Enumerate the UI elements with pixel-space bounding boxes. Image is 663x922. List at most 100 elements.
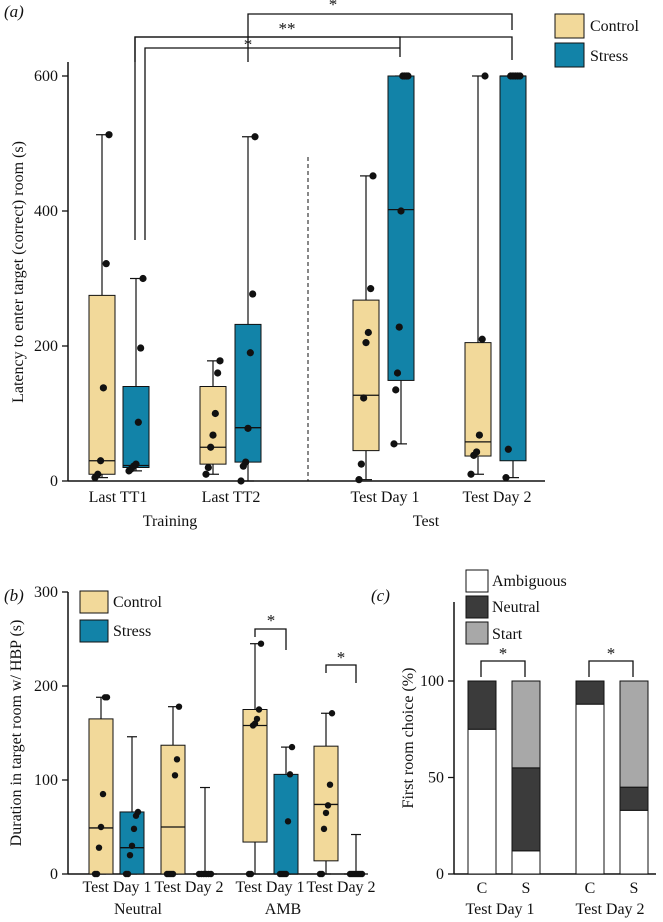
B-plot-data-point <box>328 710 336 717</box>
panel-a-group-training: Training <box>143 513 198 530</box>
panel-c-y-tick-label: 100 <box>420 673 444 690</box>
B-plot-category-label: Test Day 1 <box>235 879 304 896</box>
panel-a-chart: Latency to enter target (correct) room (… <box>10 0 639 530</box>
B-plot-data-point <box>326 781 334 788</box>
panel-a-sig-star-2: ** <box>279 19 296 38</box>
panel-b-sig-star-1: * <box>267 611 276 630</box>
B-plot-data-point <box>173 756 181 763</box>
panel-b-legend-control: Control <box>113 594 162 611</box>
A-plot-data-point <box>355 476 363 484</box>
A-plot-data-point <box>246 349 254 357</box>
A-plot-data-point <box>475 431 483 439</box>
panel-a-legend-control-swatch <box>554 13 585 39</box>
A-plot-data-point <box>204 463 212 472</box>
panel-a-sig-bracket-1-inner <box>144 47 400 240</box>
A-plot-category-label: Last TT1 <box>89 489 148 506</box>
A-plot-y-tick-label: 400 <box>34 203 58 220</box>
panel-c-group-day1: Test Day 1 <box>465 901 534 918</box>
A-plot-data-point <box>132 460 140 468</box>
panel-a-legend-stress-swatch <box>554 42 585 68</box>
B-plot-data-point <box>130 825 138 833</box>
A-plot-data-point <box>367 285 375 293</box>
panel-c-bar-neutral <box>467 680 497 730</box>
B-plot-data-point <box>93 870 101 878</box>
B-plot-data-point <box>103 694 111 701</box>
B-plot-data-point <box>95 844 103 851</box>
A-plot-data-point <box>134 418 142 426</box>
A-plot-data-point <box>502 474 510 482</box>
panel-c-sig-star-2: * <box>607 644 616 663</box>
B-plot-category-label: Test Day 1 <box>82 879 151 896</box>
panel-c-label: (c) <box>371 586 390 605</box>
A-plot-y-tick-label: 600 <box>34 68 58 85</box>
A-plot-data-point <box>364 328 372 337</box>
panel-c-bar-ambiguous <box>575 703 605 875</box>
A-plot-data-point <box>395 323 403 331</box>
A-plot-data-point <box>94 470 102 478</box>
A-plot-data-point <box>369 172 377 180</box>
B-plot-box-control <box>242 709 268 843</box>
panel-c-legend-start-swatch <box>465 621 489 645</box>
A-plot-data-point <box>390 440 398 448</box>
A-plot-data-point <box>137 344 145 352</box>
B-plot-box-control <box>160 744 186 875</box>
panel-c-bar-ambiguous <box>619 809 649 875</box>
panel-a-sig-star-3: * <box>329 0 338 14</box>
panel-c-category-label: C <box>585 880 596 897</box>
panel-c-legend-ambiguous-swatch <box>465 569 489 593</box>
panel-c-y-tick-label: 50 <box>428 770 444 787</box>
A-plot-data-point <box>393 369 402 377</box>
B-plot-data-point <box>320 825 328 833</box>
B-plot-data-point <box>171 772 179 779</box>
panel-a-label: (a) <box>4 2 24 21</box>
B-plot-y-tick-label: 100 <box>34 772 58 789</box>
panel-c-category-label: C <box>477 880 488 897</box>
panel-a-group-test: Test <box>413 513 440 530</box>
panel-a-sig-bracket-3 <box>247 13 513 62</box>
B-plot-data-point <box>322 809 330 817</box>
A-plot-box-control <box>352 299 380 452</box>
panel-c-y-label: First room choice (%) <box>400 668 417 809</box>
panel-c-category-label: S <box>630 880 639 897</box>
A-plot-box-control <box>199 386 227 465</box>
panel-b-chart: Duration in target room w/ HBP (s) Neutr… <box>8 584 376 918</box>
A-plot-data-point <box>392 386 400 394</box>
B-plot-data-point <box>255 706 263 713</box>
B-plot-data-point <box>257 640 265 647</box>
A-plot-data-point <box>244 424 252 432</box>
panel-c-chart: First room choice (%) Test Day 1 Test Da… <box>400 569 656 918</box>
panel-a-sig-bracket-2 <box>134 36 513 62</box>
B-plot-data-point <box>286 771 294 778</box>
A-plot-data-point <box>99 384 107 392</box>
panel-c-sig-bracket-1 <box>480 660 526 677</box>
B-plot-data-point <box>288 743 296 751</box>
panel-c-legend-neutral: Neutral <box>492 599 541 616</box>
A-plot-data-point <box>251 133 259 141</box>
panel-c-y-tick-label: 0 <box>436 866 444 883</box>
B-plot-data-point <box>97 823 105 831</box>
B-plot-data-point <box>126 852 134 859</box>
panel-c-bar-neutral <box>575 680 605 705</box>
A-plot-box-stress <box>387 75 415 381</box>
panel-c-legend-start: Start <box>492 626 523 643</box>
panel-b-group-amb: AMB <box>265 901 301 918</box>
B-plot-data-point <box>128 842 136 849</box>
panel-b-sig-bracket-2 <box>325 664 357 683</box>
A-plot-data-point <box>207 443 215 451</box>
A-plot-data-point <box>362 339 370 347</box>
B-plot-data-point <box>324 802 332 809</box>
B-plot-data-point <box>124 870 132 878</box>
A-plot-data-point <box>249 290 257 298</box>
panel-a-legend-control: Control <box>590 18 639 35</box>
panel-c-bar-ambiguous <box>467 728 497 875</box>
panel-c-sig-bracket-2 <box>588 660 634 677</box>
B-plot-data-point <box>282 870 290 878</box>
A-plot-y-tick-label: 200 <box>34 338 58 355</box>
A-plot-box-control <box>464 342 492 457</box>
panel-c-bar-ambiguous <box>511 850 541 875</box>
A-plot-data-point <box>481 72 489 80</box>
B-plot-category-label: Test Day 2 <box>306 879 375 896</box>
A-plot-data-point <box>102 260 110 268</box>
A-plot-category-label: Test Day 1 <box>350 489 419 506</box>
panel-b-legend-stress-swatch <box>79 619 109 643</box>
